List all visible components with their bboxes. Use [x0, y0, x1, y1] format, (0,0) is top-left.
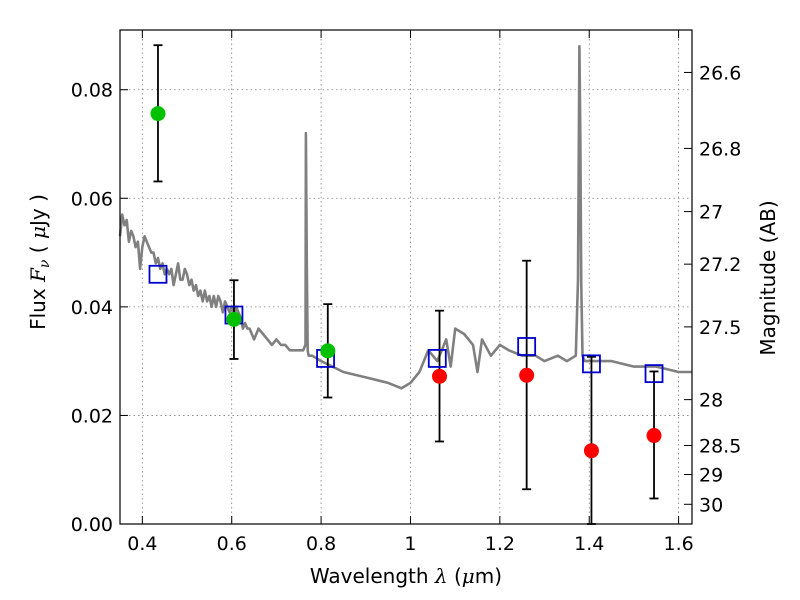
y-tick-label: 0.04: [71, 297, 113, 319]
upper-limit-point: [432, 368, 448, 384]
y-tick-label: 0.08: [71, 80, 113, 102]
marker-layer: [148, 106, 664, 459]
plot-background: [120, 30, 692, 524]
x-tick-label: 1.2: [485, 533, 515, 555]
upper-limit-point: [646, 428, 662, 444]
model-bandpass-square: [644, 364, 664, 384]
x-tick-label: 1: [404, 533, 416, 555]
x-tick-label: 0.8: [306, 533, 336, 555]
mag-tick-label: 29: [699, 464, 723, 486]
x-tick-label: 1.6: [663, 533, 693, 555]
mag-tick-label: 28.5: [699, 436, 741, 458]
mag-tick-label: 26.8: [699, 138, 741, 160]
x-tick-label: 1.4: [574, 533, 604, 555]
y-axis-title: Flux Fν ( μJy ): [26, 194, 53, 330]
model-bandpass-square: [148, 264, 168, 284]
model-bandpass-square: [517, 337, 537, 356]
y-tick-label: 0.02: [71, 405, 113, 427]
x-tick-label: 0.4: [127, 533, 157, 555]
plot-frame: [119, 29, 693, 525]
mag-tick-label: 30: [699, 494, 723, 516]
x-axis-title: Wavelength λ (μm): [310, 564, 502, 588]
detection-point: [226, 311, 242, 327]
detection-point: [320, 343, 336, 359]
ticks: 0.4 0.6 0.8 1 1.2 1.4 1.6 0.00 0.02 0.04 0.06 0.08 2…: [71, 30, 741, 555]
mag-tick-label: 26.6: [699, 62, 741, 84]
model-bandpass-square: [582, 354, 601, 374]
mag-tick-label: 27.2: [699, 254, 741, 276]
mag-tick-label: 27: [699, 202, 723, 224]
y-tick-label: 0.00: [71, 514, 113, 536]
upper-limit-point: [519, 367, 535, 383]
x-tick-label: 0.6: [217, 533, 247, 555]
y-tick-label: 0.06: [71, 188, 113, 210]
y2-axis-title: Magnitude (AB): [756, 200, 780, 355]
model-bandpass-square: [427, 349, 447, 368]
detection-point: [150, 106, 166, 122]
mag-tick-label: 28: [699, 390, 723, 412]
upper-limit-point: [583, 443, 599, 459]
mag-tick-label: 27.5: [699, 317, 741, 339]
